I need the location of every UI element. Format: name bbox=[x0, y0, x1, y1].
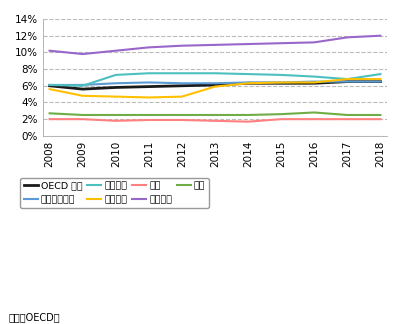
ギリシャ bbox=[113, 95, 118, 98]
スペイン bbox=[245, 42, 250, 46]
フランス bbox=[278, 73, 283, 77]
フランス bbox=[47, 83, 52, 87]
Line: ギリシャ: ギリシャ bbox=[49, 79, 379, 98]
フランス bbox=[146, 71, 151, 75]
OECD 平均 bbox=[146, 85, 151, 88]
オーストリア bbox=[212, 81, 217, 85]
フランス bbox=[344, 77, 349, 81]
オーストリア bbox=[278, 80, 283, 84]
OECD 平均 bbox=[344, 80, 349, 84]
スペイン bbox=[47, 49, 52, 53]
オーストリア bbox=[146, 80, 151, 84]
米国 bbox=[212, 113, 217, 117]
米国 bbox=[113, 113, 118, 117]
日本 bbox=[212, 119, 217, 123]
スペイン bbox=[113, 49, 118, 53]
フランス bbox=[377, 72, 382, 76]
スペイン bbox=[377, 34, 382, 38]
ギリシャ bbox=[344, 77, 349, 81]
米国 bbox=[377, 113, 382, 117]
OECD 平均 bbox=[47, 84, 52, 88]
スペイン bbox=[212, 43, 217, 47]
オーストリア bbox=[344, 80, 349, 84]
OECD 平均 bbox=[113, 86, 118, 89]
フランス bbox=[80, 84, 85, 88]
OECD 平均 bbox=[179, 84, 184, 88]
ギリシャ bbox=[80, 94, 85, 98]
日本 bbox=[113, 119, 118, 123]
Line: フランス: フランス bbox=[49, 73, 379, 86]
ギリシャ bbox=[377, 77, 382, 81]
日本 bbox=[47, 117, 52, 121]
日本 bbox=[344, 117, 349, 121]
オーストリア bbox=[80, 83, 85, 87]
米国 bbox=[245, 113, 250, 117]
米国 bbox=[80, 113, 85, 117]
オーストリア bbox=[47, 83, 52, 87]
ギリシャ bbox=[47, 87, 52, 91]
フランス bbox=[113, 73, 118, 77]
米国 bbox=[146, 113, 151, 117]
オーストリア bbox=[245, 80, 250, 84]
米国 bbox=[344, 113, 349, 117]
フランス bbox=[245, 72, 250, 76]
OECD 平均 bbox=[80, 87, 85, 91]
Text: 資料：OECD。: 資料：OECD。 bbox=[8, 312, 59, 322]
フランス bbox=[311, 75, 316, 78]
OECD 平均 bbox=[278, 81, 283, 85]
日本 bbox=[146, 118, 151, 122]
スペイン bbox=[311, 40, 316, 44]
ギリシャ bbox=[212, 85, 217, 88]
日本 bbox=[80, 117, 85, 121]
Line: OECD 平均: OECD 平均 bbox=[49, 82, 379, 89]
スペイン bbox=[146, 45, 151, 49]
フランス bbox=[212, 71, 217, 75]
Line: 日本: 日本 bbox=[49, 119, 379, 122]
日本 bbox=[377, 117, 382, 121]
OECD 平均 bbox=[245, 81, 250, 85]
米国 bbox=[47, 111, 52, 115]
Line: オーストリア: オーストリア bbox=[49, 82, 379, 85]
ギリシャ bbox=[146, 96, 151, 99]
米国 bbox=[278, 112, 283, 116]
日本 bbox=[278, 117, 283, 121]
OECD 平均 bbox=[212, 83, 217, 87]
ギリシャ bbox=[179, 95, 184, 98]
スペイン bbox=[344, 35, 349, 39]
米国 bbox=[179, 113, 184, 117]
Line: 米国: 米国 bbox=[49, 112, 379, 115]
オーストリア bbox=[113, 81, 118, 85]
ギリシャ bbox=[311, 80, 316, 84]
米国 bbox=[311, 110, 316, 114]
Line: スペイン: スペイン bbox=[49, 36, 379, 54]
OECD 平均 bbox=[311, 81, 316, 85]
OECD 平均 bbox=[377, 80, 382, 84]
スペイン bbox=[179, 44, 184, 48]
日本 bbox=[245, 120, 250, 123]
オーストリア bbox=[377, 80, 382, 84]
日本 bbox=[311, 117, 316, 121]
スペイン bbox=[80, 52, 85, 56]
フランス bbox=[179, 71, 184, 75]
日本 bbox=[179, 118, 184, 122]
オーストリア bbox=[311, 80, 316, 84]
ギリシャ bbox=[278, 80, 283, 84]
ギリシャ bbox=[245, 81, 250, 85]
Legend: OECD 平均, オーストリア, フランス, ギリシャ, 日本, スペイン, 米国: OECD 平均, オーストリア, フランス, ギリシャ, 日本, スペイン, 米… bbox=[20, 178, 209, 208]
オーストリア bbox=[179, 81, 184, 85]
スペイン bbox=[278, 41, 283, 45]
